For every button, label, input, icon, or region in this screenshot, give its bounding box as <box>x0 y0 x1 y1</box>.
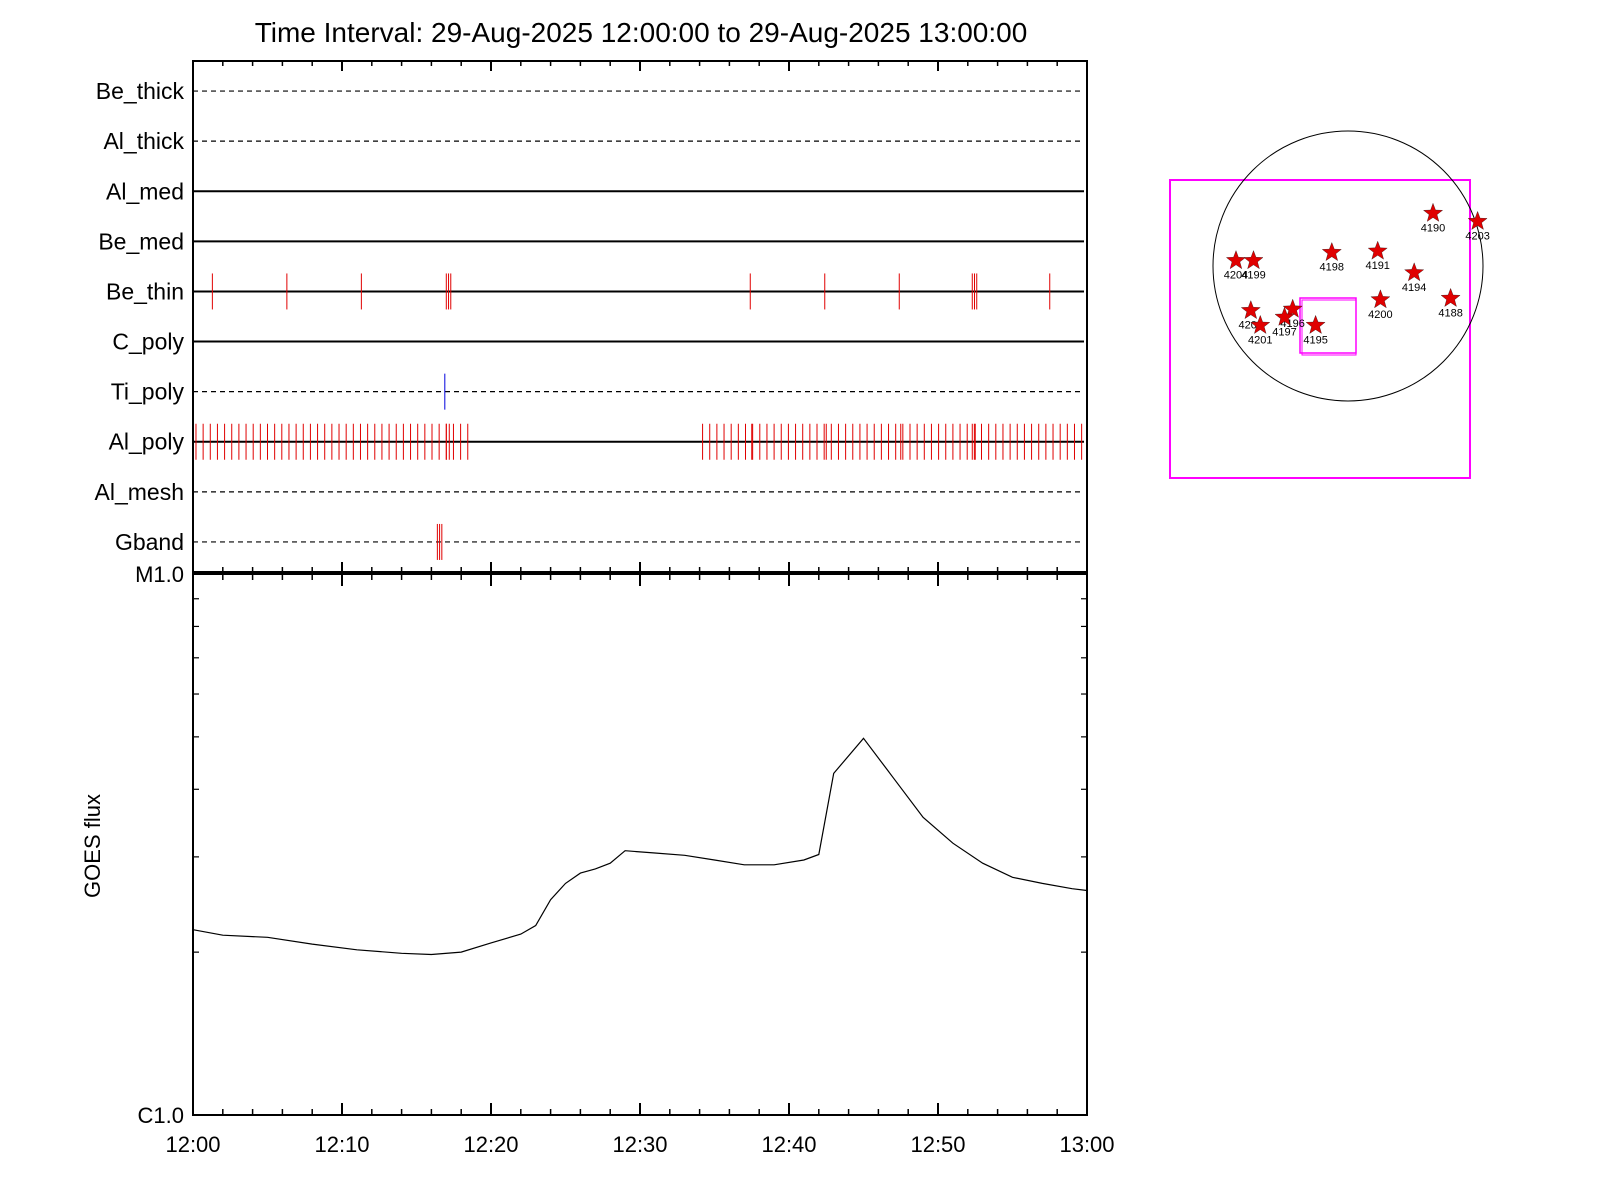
active-region-label: 4200 <box>1368 309 1392 321</box>
active-region-4200: 4200 <box>1368 289 1393 321</box>
active-region-star <box>1282 298 1303 318</box>
channel-row-ti-poly: Ti_poly <box>111 373 1084 410</box>
active-region-4194: 4194 <box>1402 262 1426 294</box>
active-region-star <box>1440 287 1461 307</box>
active-region-star <box>1250 314 1271 334</box>
active-region-4188: 4188 <box>1438 287 1463 319</box>
active-region-label: 4198 <box>1320 262 1344 274</box>
channel-label: Al_thick <box>103 128 184 154</box>
goes-x-tick-label: 12:20 <box>463 1132 518 1157</box>
active-region-4204: 4204 <box>1224 250 1248 282</box>
channel-label: Be_med <box>98 228 184 254</box>
active-region-label: 4197 <box>1272 326 1296 338</box>
timeline-plot-frame <box>192 60 1088 573</box>
solar-disk-outline <box>1212 130 1484 402</box>
active-region-star <box>1423 202 1444 222</box>
channel-row-gband: Gband <box>115 523 1084 560</box>
active-region-label: 4201 <box>1248 334 1272 346</box>
goes-x-tick-label: 12:30 <box>612 1132 667 1157</box>
active-region-4199: 4199 <box>1241 250 1266 282</box>
active-region-4191: 4191 <box>1365 240 1390 272</box>
channel-label: Be_thin <box>106 278 184 304</box>
goes-x-tick-label: 12:00 <box>165 1132 220 1157</box>
chart-title: Time Interval: 29-Aug-2025 12:00:00 to 2… <box>255 17 1028 48</box>
active-region-4190: 4190 <box>1421 202 1445 234</box>
field-of-view-box-large <box>1169 179 1471 479</box>
active-region-star <box>1370 289 1391 309</box>
goes-x-ticks: 12:00 12:10 12:20 12:30 12:40 12:50 13:00 <box>165 574 1115 1157</box>
active-region-4201: 4201 <box>1248 314 1272 346</box>
goes-x-tick-label: 13:00 <box>1059 1132 1114 1157</box>
channel-label: C_poly <box>112 329 184 355</box>
active-region-label: 4191 <box>1365 260 1389 272</box>
goes-y-tick-label: C1.0 <box>138 1103 184 1128</box>
channel-row-al-mesh: Al_mesh <box>95 479 1084 505</box>
goes-flux-line <box>192 737 1088 956</box>
channel-row-be-med: Be_med <box>98 228 1084 254</box>
goes-y-tick-label: M1.0 <box>135 562 184 587</box>
channel-row-c-poly: C_poly <box>112 329 1084 355</box>
channel-timeline-panel: Be_thick Al_thick Al_med Be_med Be_thin C_pol… <box>95 60 1088 573</box>
active-region-label: 4194 <box>1402 282 1426 294</box>
goes-x-tick-label: 12:10 <box>314 1132 369 1157</box>
channel-row-al-thick: Al_thick <box>103 128 1084 154</box>
active-region-label: 4195 <box>1303 334 1327 346</box>
active-region-4203: 4203 <box>1465 210 1490 242</box>
active-region-star <box>1243 250 1264 270</box>
channel-row-al-med: Al_med <box>106 178 1084 204</box>
active-region-star <box>1404 262 1425 282</box>
goes-y-axis-label: GOES flux <box>80 794 105 898</box>
active-region-star <box>1305 314 1326 334</box>
active-region-4197: 4197 <box>1272 306 1297 338</box>
goes-plot-frame <box>192 573 1088 1116</box>
active-region-star <box>1467 210 1488 230</box>
active-region-label: 4204 <box>1224 270 1248 282</box>
active-region-star <box>1225 250 1246 270</box>
channel-row-al-poly: Al_poly <box>109 423 1084 460</box>
active-region-4195: 4195 <box>1303 314 1328 346</box>
channel-row-be-thin: Be_thin <box>106 273 1084 310</box>
active-region-star <box>1274 306 1295 326</box>
channel-label: Al_mesh <box>95 479 184 505</box>
field-of-view-box-small-inner <box>1301 299 1357 356</box>
goes-y-ticks: C1.0 M1.0 <box>135 562 1087 1128</box>
channel-rows: Be_thick Al_thick Al_med Be_med Be_thin C_pol… <box>95 78 1084 560</box>
active-region-star <box>1240 300 1261 319</box>
channel-row-be-thick: Be_thick <box>96 78 1084 104</box>
active-region-star <box>1321 242 1342 261</box>
active-region-label: 4188 <box>1438 307 1462 319</box>
active-region-label: 4199 <box>1241 270 1265 282</box>
active-region-4198: 4198 <box>1320 242 1344 274</box>
active-region-star <box>1367 240 1388 260</box>
goes-x-tick-label: 12:40 <box>761 1132 816 1157</box>
timeline-x-ticks <box>192 61 1088 572</box>
channel-label: Ti_poly <box>111 379 185 405</box>
channel-label: Al_med <box>106 178 184 204</box>
active-region-label: 4190 <box>1421 222 1445 234</box>
channel-label: Be_thick <box>96 78 185 104</box>
channel-label: Gband <box>115 529 184 555</box>
goes-x-tick-label: 12:50 <box>910 1132 965 1157</box>
goes-flux-panel: GOES flux C1.0M1.0 12:00 12:10 12:20 12:30 1… <box>80 562 1115 1157</box>
active-region-label: 4203 <box>1465 230 1489 242</box>
channel-label: Al_poly <box>109 429 185 455</box>
